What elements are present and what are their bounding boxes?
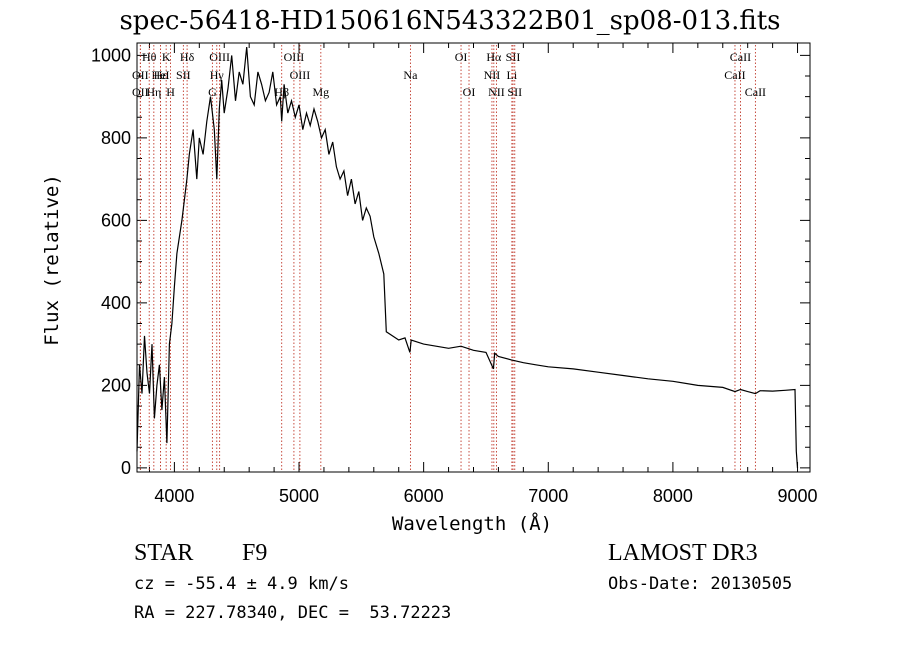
y-tick-label: 200	[101, 375, 131, 395]
spectral-line-label: Hη	[146, 85, 161, 99]
spectral-line-label: K	[162, 50, 171, 64]
spectral-line-label: Hδ	[180, 50, 195, 64]
y-tick-label: 600	[101, 210, 131, 230]
redshift-cz: cz = -55.4 ± 4.9 km/s	[134, 574, 349, 594]
spectral-line-label: Hβ	[274, 85, 289, 99]
spectral-line-label: OI	[455, 50, 468, 64]
coordinates: RA = 227.78340, DEC = 53.72223	[134, 603, 452, 623]
x-tick-label: 5000	[279, 486, 319, 506]
spectral-line-label: Li	[507, 68, 518, 82]
x-axis-label: Wavelength (Å)	[392, 512, 552, 535]
flux-line	[136, 47, 799, 468]
spectral-line-label: CaII	[724, 68, 745, 82]
spectral-line-label: NII	[484, 68, 501, 82]
y-axis-label: Flux (relative)	[41, 174, 63, 346]
spectral-line-label: Hθ	[142, 50, 157, 64]
chart-title: spec-56418-HD150616N543322B01_sp08-013.f…	[119, 6, 781, 36]
spectral-line-label: SII	[176, 68, 191, 82]
x-tick-label: 6000	[404, 486, 444, 506]
spectral-line-label: OII	[132, 68, 149, 82]
x-tick-label: 4000	[154, 486, 194, 506]
obs-date: Obs-Date: 20130505	[608, 574, 793, 594]
spectral-line-label: CaII	[745, 85, 766, 99]
spectral-line-label: Hε	[154, 68, 168, 82]
spectral-line-label: OIII	[284, 50, 305, 64]
spectral-line-label: OII	[132, 85, 149, 99]
spectral-line-label: Mg	[312, 85, 329, 99]
y-tick-label: 0	[121, 458, 131, 478]
spectral-line-label: CaII	[730, 50, 751, 64]
spectral-line-label: SII	[506, 50, 521, 64]
object-subclass: F9	[242, 540, 268, 566]
spectral-line-label: Hγ	[210, 68, 225, 82]
spectral-line-label: NII	[488, 85, 505, 99]
object-class: STAR	[134, 540, 194, 566]
spectral-line-label: Hα	[486, 50, 502, 64]
x-tick-label: 9000	[778, 486, 818, 506]
spectral-line-label: H	[166, 85, 175, 99]
spectral-line-label: OI	[463, 85, 476, 99]
flux-series	[136, 47, 799, 468]
plot-frame	[136, 42, 811, 473]
x-tick-label: 7000	[528, 486, 568, 506]
y-tick-label: 1000	[91, 45, 131, 65]
x-tick-label: 8000	[653, 486, 693, 506]
spectral-line-label: G	[208, 85, 217, 99]
y-tick-label: 800	[101, 128, 131, 148]
spectral-line-label: OIII	[290, 68, 311, 82]
spectral-line-label: OIII	[209, 50, 230, 64]
survey-name: LAMOST DR3	[608, 540, 758, 566]
axes: 4000 5000 6000 7000 8000 9000 0 200 400 600 800 100…	[91, 42, 818, 506]
y-tick-label: 400	[101, 293, 131, 313]
spectral-line-label: Na	[403, 68, 418, 82]
spectral-line-label: HeI	[152, 68, 170, 82]
spectral-line-label: SII	[507, 85, 522, 99]
